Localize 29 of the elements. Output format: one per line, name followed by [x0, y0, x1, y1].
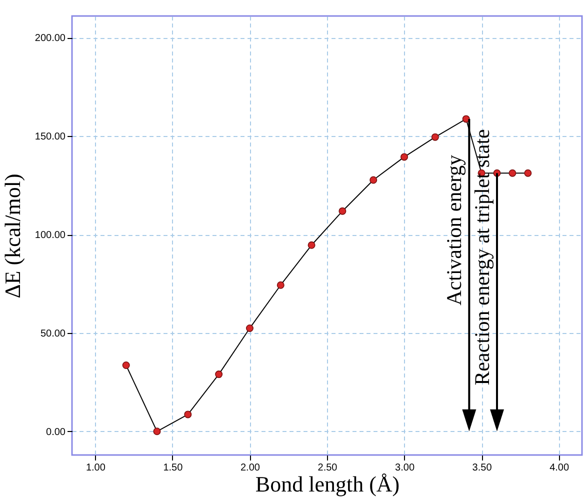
- x-tick-label: 3.00: [395, 462, 415, 474]
- point: [122, 361, 130, 369]
- point: [508, 169, 516, 177]
- x-tick-label: 4.00: [550, 462, 570, 474]
- y-axis-title: ΔE (kcal/mol): [0, 174, 25, 298]
- point: [370, 176, 378, 184]
- x-axis-title: Bond length (Å): [255, 472, 400, 496]
- y-tick-label: 200.00: [34, 33, 66, 44]
- point: [153, 428, 161, 436]
- x-tick-label: 2.50: [318, 462, 338, 474]
- annotation: Reaction energy at triplet state: [470, 129, 494, 386]
- y-tick-label: 100.00: [34, 230, 66, 242]
- point: [276, 281, 284, 289]
- x-tick-label: 2.00: [240, 462, 260, 474]
- point: [308, 241, 316, 249]
- x-tick-label: 1.50: [163, 462, 184, 474]
- point: [524, 169, 532, 177]
- x-tick-label: 3.50: [472, 462, 492, 474]
- point: [431, 133, 439, 141]
- y-tick-label: 0.00: [46, 426, 66, 438]
- y-tick-label: 150.00: [34, 132, 66, 143]
- point: [400, 153, 408, 161]
- point: [184, 410, 192, 418]
- point: [338, 207, 346, 215]
- point: [215, 370, 223, 378]
- point: [246, 324, 254, 332]
- annotation: Activation energy: [442, 154, 466, 306]
- y-tick-label: 50.00: [40, 328, 66, 340]
- x-tick-label: 1.00: [86, 462, 106, 474]
